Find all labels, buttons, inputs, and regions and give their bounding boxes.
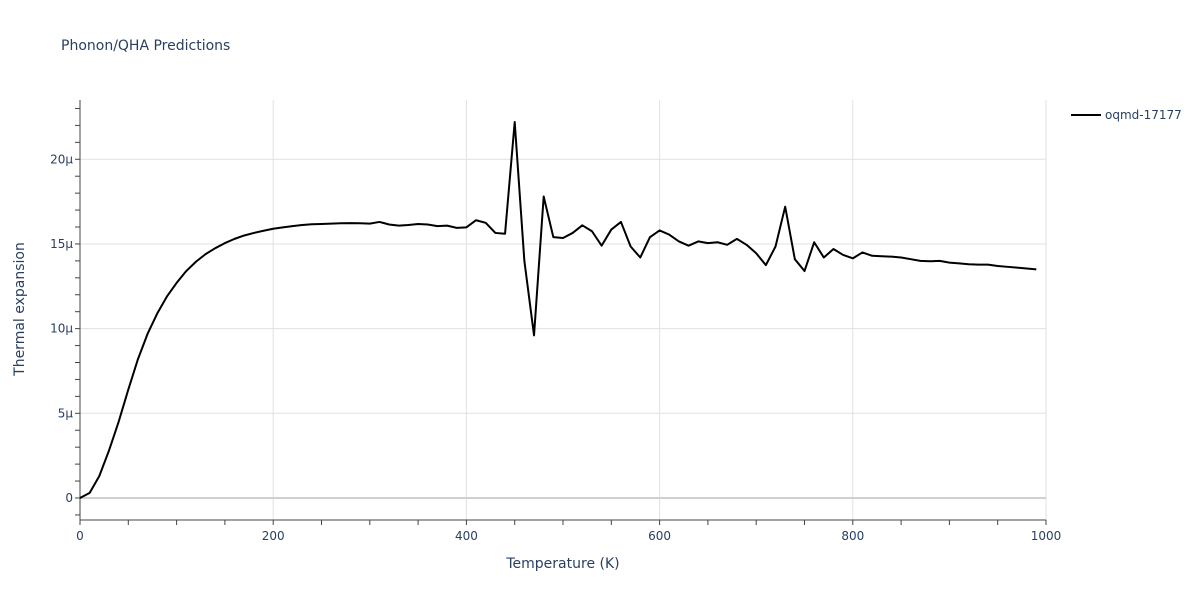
axes	[75, 100, 1047, 525]
x-tick-label: 600	[648, 529, 671, 543]
y-tick-label: 0	[65, 491, 73, 505]
x-tick-label: 1000	[1031, 529, 1062, 543]
x-axis-title: Temperature (K)	[505, 556, 619, 572]
y-tick-labels: 0 5µ 10µ 15µ 20µ	[50, 152, 73, 505]
y-tick-label: 15µ	[50, 237, 73, 251]
x-tick-labels: 0 200 400 600 800 1000	[76, 529, 1061, 543]
legend[interactable]: oqmd-17177	[1071, 108, 1182, 122]
y-tick-label: 20µ	[50, 152, 73, 166]
x-tick-label: 800	[841, 529, 864, 543]
series-lines	[79, 121, 1037, 499]
x-gridlines	[272, 100, 1047, 520]
chart-title: Phonon/QHA Predictions	[61, 38, 230, 54]
y-tick-label: 5µ	[58, 406, 74, 420]
y-axis-title: Thermal expansion	[12, 242, 28, 377]
x-tick-label: 0	[76, 529, 84, 543]
y-tick-label: 10µ	[50, 322, 73, 336]
series-line	[79, 121, 1037, 499]
y-gridlines	[80, 158, 1046, 499]
x-tick-label: 400	[455, 529, 478, 543]
x-tick-label: 200	[262, 529, 285, 543]
legend-label: oqmd-17177	[1105, 108, 1182, 122]
